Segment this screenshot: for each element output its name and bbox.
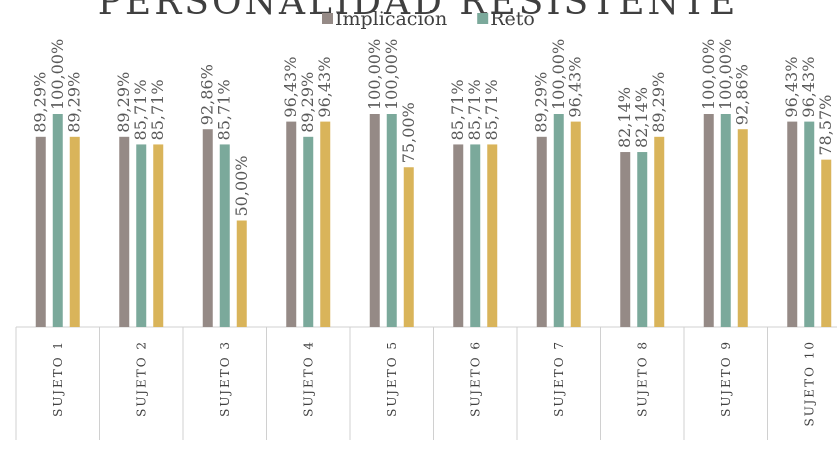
data-label: 96,43% — [799, 57, 818, 118]
bar — [720, 114, 731, 327]
data-label: 89,29% — [532, 72, 551, 133]
data-label: 96,43% — [315, 57, 334, 118]
data-label: 96,43% — [566, 57, 585, 118]
bar — [737, 129, 748, 327]
data-label: 85,71% — [215, 79, 234, 140]
data-label: 96,43% — [782, 57, 801, 118]
x-tick-label: SUJETO 5 — [385, 340, 399, 417]
data-label: 78,57% — [816, 95, 835, 156]
data-label: 50,00% — [232, 155, 251, 216]
x-tick-label: SUJETO 1 — [51, 340, 65, 417]
bar — [570, 121, 581, 328]
data-label: 100,00% — [365, 39, 384, 110]
bar — [386, 114, 397, 327]
bar — [403, 167, 414, 327]
data-label: 82,14% — [632, 87, 651, 148]
data-label: 89,29% — [114, 72, 133, 133]
bar — [202, 129, 213, 327]
bar — [69, 136, 80, 327]
bar — [787, 121, 798, 328]
bar — [637, 152, 648, 327]
data-label: 100,00% — [549, 39, 568, 110]
x-tick-label: SUJETO 6 — [468, 340, 482, 417]
bar — [821, 159, 832, 327]
data-label: 85,71% — [448, 79, 467, 140]
x-tick-label: SUJETO 2 — [134, 340, 148, 417]
bar — [35, 136, 46, 327]
legend-swatch — [477, 13, 489, 24]
chart-title: PERSONALIDAD RESISTENTE — [98, 0, 739, 23]
data-label: 89,29% — [31, 72, 50, 133]
x-tick-label: SUJETO 7 — [552, 340, 566, 417]
data-label: 100,00% — [382, 39, 401, 110]
plot-area: 89,29%100,00%89,29%SUJETO 189,29%85,71%8… — [15, 39, 837, 440]
data-label: 85,71% — [482, 79, 501, 140]
data-label: 82,14% — [615, 87, 634, 148]
data-label: 85,71% — [131, 79, 150, 140]
data-label: 85,71% — [465, 79, 484, 140]
bar — [219, 144, 230, 327]
legend-swatch — [322, 13, 333, 24]
x-tick-label: SUJETO 8 — [635, 340, 649, 417]
legend-label: Implicación — [335, 8, 447, 30]
bar — [303, 136, 314, 327]
x-tick-label: SUJETO 3 — [218, 340, 232, 417]
data-label: 100,00% — [699, 39, 718, 110]
data-label: 92,86% — [198, 64, 217, 125]
bar — [804, 121, 815, 328]
data-label: 89,29% — [649, 72, 668, 133]
legend-label: Reto — [490, 8, 535, 30]
bar — [52, 114, 63, 327]
bar — [286, 121, 297, 328]
bar — [320, 121, 331, 328]
bar — [536, 136, 547, 327]
data-label: 92,86% — [733, 64, 752, 125]
data-label: 96,43% — [281, 57, 300, 118]
data-label: 89,29% — [65, 72, 84, 133]
bar — [119, 136, 130, 327]
bar — [369, 114, 380, 327]
data-label: 75,00% — [399, 102, 418, 163]
bar — [470, 144, 481, 327]
bar — [453, 144, 464, 327]
bar — [153, 144, 164, 327]
data-label: 85,71% — [148, 79, 167, 140]
data-label: 89,29% — [298, 72, 317, 133]
bar — [553, 114, 564, 327]
bar — [703, 114, 714, 327]
x-tick-label: SUJETO 4 — [301, 340, 315, 417]
bar — [487, 144, 498, 327]
bar — [654, 136, 665, 327]
legend: Implicación Reto — [322, 8, 535, 30]
bar — [236, 220, 247, 327]
x-tick-label: SUJETO 10 — [802, 340, 816, 427]
data-label: 100,00% — [48, 39, 67, 110]
bar — [620, 152, 631, 327]
x-tick-label: SUJETO 9 — [719, 340, 733, 417]
bar — [136, 144, 147, 327]
data-label: 100,00% — [716, 39, 735, 110]
